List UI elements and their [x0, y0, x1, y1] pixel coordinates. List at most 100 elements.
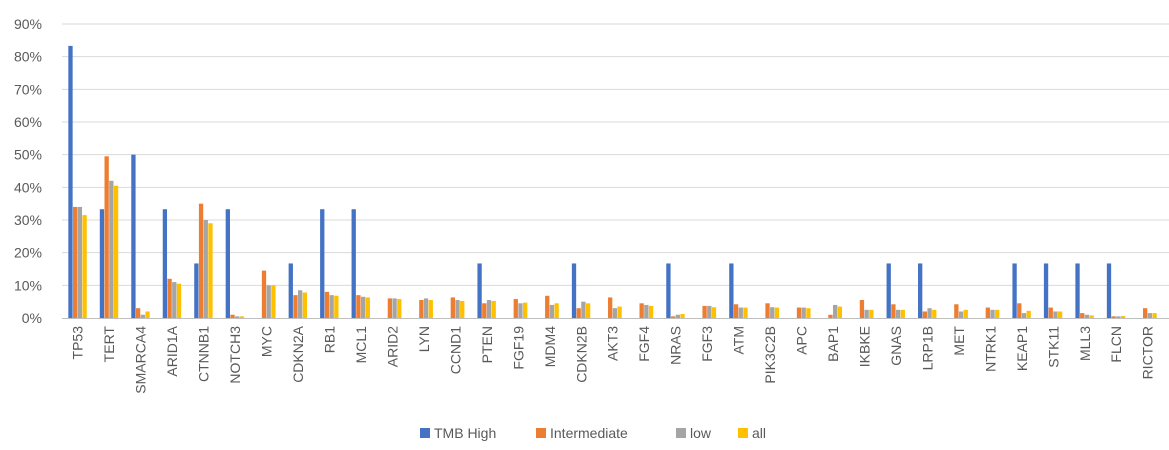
- x-category-label: MYC: [259, 326, 275, 357]
- bar-low-apc: [801, 307, 806, 318]
- bar-low-keap1: [1021, 313, 1027, 318]
- bar-low-flcn: [1116, 316, 1121, 318]
- bar-intermediate-lrp1b: [922, 311, 928, 318]
- bar-all-ntrk1: [995, 309, 1000, 318]
- bar-intermediate-ccnd1: [450, 297, 455, 318]
- bar-low-stk11: [1053, 311, 1058, 318]
- legend-label: all: [752, 425, 766, 441]
- bar-all-tp53: [82, 215, 87, 318]
- bar-intermediate-mdm4: [545, 295, 550, 318]
- x-category-label: FGF4: [636, 326, 652, 362]
- bar-intermediate-fgf19: [513, 299, 518, 318]
- bar-all-akt3: [617, 306, 622, 318]
- x-category-label: CTNNB1: [196, 326, 212, 382]
- x-category-label: FGF19: [510, 326, 526, 370]
- bar-low-ctnnb1: [203, 220, 208, 318]
- bar-low-rb1: [329, 295, 334, 318]
- bar-intermediate-ctnnb1: [198, 203, 204, 318]
- x-category-label: RB1: [321, 326, 337, 353]
- legend-swatch: [676, 428, 686, 438]
- bar-low-myc: [266, 285, 271, 318]
- bar-all-rb1: [334, 295, 339, 318]
- bar-low-fgf3: [707, 305, 712, 318]
- bar-low-fgf19: [518, 303, 523, 318]
- bar-intermediate-fgf4: [639, 303, 644, 318]
- bar-tmb-high-flcn: [1106, 263, 1112, 318]
- bar-low-smarca4: [140, 314, 145, 318]
- bar-low-ccnd1: [455, 300, 460, 318]
- y-tick-label: 40%: [14, 179, 42, 195]
- bar-tmb-high-ctnnb1: [194, 263, 199, 318]
- x-category-label: ARID1A: [164, 325, 180, 376]
- bar-tmb-high-notch3: [225, 209, 230, 318]
- bar-all-myc: [271, 285, 276, 318]
- x-category-label: LRP1B: [919, 326, 935, 370]
- bar-low-mdm4: [549, 304, 555, 318]
- bar-intermediate-akt3: [608, 297, 613, 318]
- bar-low-arid1a: [172, 282, 177, 318]
- bar-tmb-high-smarca4: [131, 154, 136, 318]
- x-category-label: NTRK1: [982, 326, 998, 372]
- x-category-label: ATM: [731, 326, 747, 355]
- y-tick-label: 10%: [14, 277, 42, 293]
- bar-intermediate-cdkn2b: [576, 308, 581, 318]
- bar-intermediate-arid2: [387, 298, 393, 318]
- x-category-label: MLL3: [1077, 326, 1093, 361]
- legend-swatch: [738, 428, 748, 438]
- bar-tmb-high-tp53: [68, 45, 73, 318]
- bar-low-pten: [486, 300, 492, 318]
- bar-low-ntrk1: [990, 309, 995, 318]
- x-category-label: CDKN2A: [290, 325, 306, 382]
- x-category-label: CDKN2B: [573, 326, 589, 383]
- bar-all-mdm4: [554, 303, 559, 318]
- bar-low-mcl1: [360, 296, 366, 318]
- bars: [68, 45, 1157, 318]
- bar-intermediate-arid1a: [167, 278, 172, 318]
- y-tick-label: 90%: [14, 16, 42, 32]
- bar-intermediate-keap1: [1017, 303, 1022, 318]
- bar-all-bap1: [837, 306, 843, 318]
- bar-all-smarca4: [145, 311, 150, 318]
- legend-swatch: [536, 428, 546, 438]
- bar-intermediate-atm: [733, 304, 739, 318]
- bar-all-lyn: [428, 300, 433, 318]
- bar-tmb-high-stk11: [1043, 263, 1049, 318]
- bar-low-cdkn2a: [298, 290, 303, 318]
- bar-all-arid1a: [176, 283, 182, 318]
- bar-tmb-high-cdkn2b: [571, 263, 577, 318]
- bar-all-lrp1b: [932, 309, 937, 318]
- x-category-label: TERT: [101, 326, 117, 363]
- x-category-label: FLCN: [1108, 326, 1124, 363]
- bar-all-ccnd1: [460, 301, 465, 318]
- x-category-label: TP53: [70, 326, 86, 360]
- bar-all-tert: [113, 185, 119, 318]
- bar-intermediate-ikbke: [859, 300, 865, 318]
- y-tick-label: 0%: [22, 310, 42, 326]
- x-category-label: PTEN: [479, 326, 495, 363]
- x-category-label: AKT3: [605, 326, 621, 361]
- bar-tmb-high-atm: [729, 263, 734, 318]
- bar-tmb-high-tert: [99, 209, 105, 318]
- bar-intermediate-ntrk1: [985, 307, 990, 318]
- y-tick-label: 50%: [14, 147, 42, 163]
- bar-low-bap1: [833, 304, 838, 318]
- bar-tmb-high-rb1: [320, 209, 325, 318]
- y-axis-ticks: 0% 10% 20% 30% 40% 50% 60% 70% 80% 90%: [14, 16, 42, 326]
- bar-all-pten: [491, 301, 496, 318]
- bar-low-lrp1b: [927, 308, 932, 318]
- bar-tmb-high-nras: [666, 263, 671, 318]
- bar-tmb-high-keap1: [1012, 263, 1017, 318]
- bar-intermediate-mcl1: [356, 295, 361, 318]
- bar-low-lyn: [423, 298, 429, 318]
- x-category-label: MDM4: [542, 326, 558, 367]
- bar-intermediate-myc: [261, 270, 267, 318]
- bar-all-atm: [743, 307, 748, 318]
- bar-intermediate-nras: [670, 316, 676, 318]
- x-category-label: PIK3C2B: [762, 326, 778, 384]
- bar-all-apc: [806, 308, 811, 318]
- bar-tmb-high-pten: [477, 263, 482, 318]
- x-category-label: NOTCH3: [227, 326, 243, 384]
- x-category-label: APC: [794, 326, 810, 355]
- x-category-label: NRAS: [668, 326, 684, 365]
